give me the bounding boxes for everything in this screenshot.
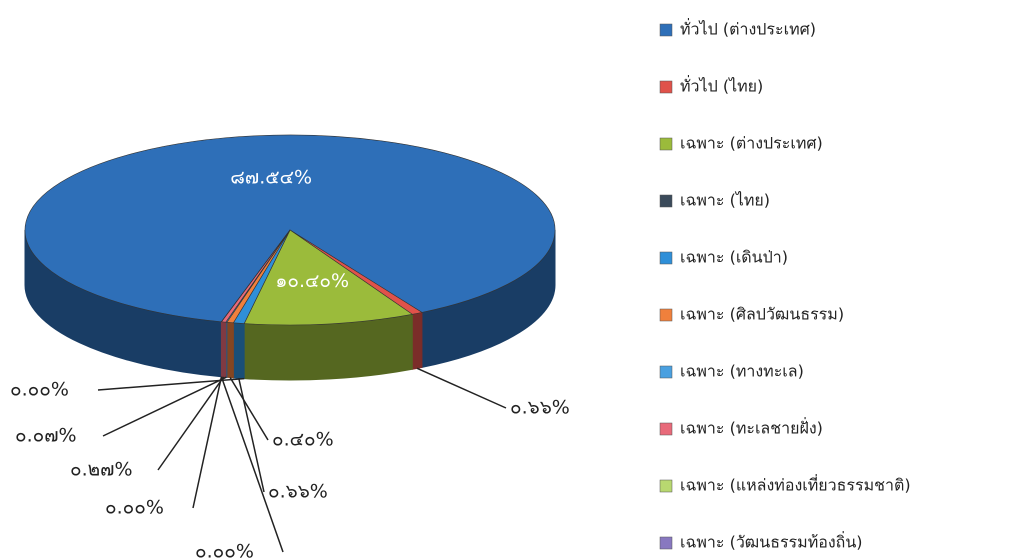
leader-line bbox=[220, 376, 284, 553]
leader-line bbox=[192, 376, 223, 509]
data-label: ๑๐.๔๐% bbox=[275, 270, 349, 292]
legend-label: เฉพาะ (ศิลปวัฒนธรรม) bbox=[680, 305, 844, 324]
data-label: ๐.๐๗% bbox=[15, 425, 77, 447]
data-label: ๐.๐๐% bbox=[105, 497, 164, 519]
legend-label: เฉพาะ (ต่างประเทศ) bbox=[680, 134, 823, 153]
leader-line bbox=[238, 378, 265, 493]
data-label: ๐.๐๐% bbox=[195, 541, 254, 560]
legend-swatch bbox=[659, 479, 673, 493]
slice-side bbox=[411, 311, 423, 370]
data-label: ๐.๖๖% bbox=[268, 481, 328, 503]
leader-line bbox=[102, 376, 227, 437]
legend-swatch bbox=[659, 23, 673, 37]
legend-swatch bbox=[659, 422, 673, 436]
legend-swatch bbox=[659, 137, 673, 151]
data-label: ๐.๔๐% bbox=[272, 429, 334, 451]
leader-line bbox=[229, 377, 269, 441]
legend-swatch bbox=[659, 308, 673, 322]
legend-label: เฉพาะ (วัฒนธรรมท้องถิ่น) bbox=[680, 531, 863, 552]
legend-label: เฉพาะ (ไทย) bbox=[680, 191, 770, 210]
legend-label: เฉพาะ (เดินป่า) bbox=[680, 248, 788, 267]
leader-line bbox=[157, 376, 225, 471]
legend-swatch bbox=[659, 194, 673, 208]
legend-swatch bbox=[659, 80, 673, 94]
legend-label: เฉพาะ (ทางทะเล) bbox=[680, 362, 804, 381]
data-label: ๘๗.๕๔% bbox=[230, 167, 312, 189]
legend-swatch bbox=[659, 536, 673, 550]
slice bbox=[221, 229, 291, 322]
legend-label: ทั่วไป (ต่างประเทศ) bbox=[680, 18, 816, 39]
legend-swatch bbox=[659, 365, 673, 379]
slice-side bbox=[220, 321, 227, 378]
data-label: ๐.๖๖% bbox=[510, 397, 570, 419]
data-label: ๐.๒๗% bbox=[70, 459, 133, 481]
legend-label: เฉพาะ (ทะเลชายฝั่ง) bbox=[680, 417, 823, 438]
leader-line bbox=[416, 367, 507, 409]
legend-label: ทั่วไป (ไทย) bbox=[680, 75, 763, 96]
slice bbox=[24, 134, 556, 323]
slice-side bbox=[226, 321, 234, 379]
slice-side bbox=[232, 322, 245, 380]
legend-swatch bbox=[659, 251, 673, 265]
legend-label: เฉพาะ (แหล่งท่องเที่ยวธรรมชาติ) bbox=[680, 474, 911, 495]
data-label: ๐.๐๐% bbox=[10, 379, 69, 401]
slice bbox=[243, 229, 414, 326]
